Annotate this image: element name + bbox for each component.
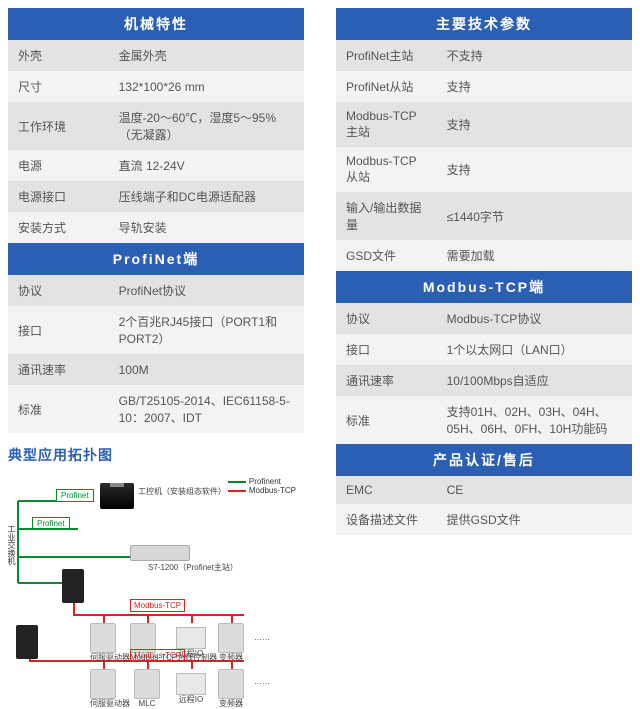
table-cell-key: 输入/输出数据量: [336, 192, 437, 240]
table-cell-value: 支持01H、02H、03H、04H、05H、06H、0FH、10H功能码: [437, 396, 632, 444]
tech-table: ProfiNet主站不支持ProfiNet从站支持Modbus-TCP主站支持M…: [336, 40, 632, 271]
modbus-badge-2: Modbus-TCP: [130, 649, 185, 662]
table-cell-key: 外壳: [8, 40, 109, 71]
table-cell-key: Modbus-TCP主站: [336, 102, 437, 147]
table-cell-value: Modbus-TCP协议: [437, 303, 632, 334]
cert-header: 产品认证/售后: [336, 444, 632, 476]
table-cell-key: 接口: [8, 306, 109, 354]
table-cell-key: 标准: [8, 385, 109, 433]
profinet-badge-1: Profinet: [56, 489, 94, 502]
table-cell-key: 工作环境: [8, 102, 109, 150]
table-cell-key: EMC: [336, 476, 437, 504]
profinet-table: 协议ProfiNet协议接口2个百兆RJ45接口（PORT1和PORT2）通讯速…: [8, 275, 304, 433]
row1-dots: ……: [254, 633, 270, 643]
table-cell-key: 协议: [336, 303, 437, 334]
table-cell-key: 设备描述文件: [336, 504, 437, 535]
table-cell-key: 安装方式: [8, 212, 109, 243]
table-cell-value: 支持: [437, 71, 632, 102]
table-cell-key: 协议: [8, 275, 109, 306]
row1-dev-2: [176, 627, 206, 649]
spec-layout: 机械特性 外壳金属外壳尺寸132*100*26 mm工作环境温度-20～60℃，…: [8, 8, 632, 693]
table-cell-key: 通讯速率: [336, 365, 437, 396]
gateway-1: [62, 569, 84, 603]
legend-modbus: Modbus-TCP: [228, 486, 296, 495]
tech-header: 主要技术参数: [336, 8, 632, 40]
table-cell-value: ≤1440字节: [437, 192, 632, 240]
row2-dev-0: [90, 669, 116, 699]
mech-table: 外壳金属外壳尺寸132*100*26 mm工作环境温度-20～60℃，湿度5～9…: [8, 40, 304, 243]
table-cell-value: GB/T25105-2014、IEC61158-5-10：2007、IDT: [109, 385, 304, 433]
table-cell-value: 10/100Mbps自适应: [437, 365, 632, 396]
table-cell-value: ProfiNet协议: [109, 275, 304, 306]
modbus-header: Modbus-TCP端: [336, 271, 632, 303]
table-cell-value: CE: [437, 476, 632, 504]
table-cell-value: 需要加载: [437, 240, 632, 271]
table-cell-value: 压线端子和DC电源适配器: [109, 181, 304, 212]
table-cell-key: 标准: [336, 396, 437, 444]
row2-dev-2: [176, 673, 206, 695]
table-cell-value: 支持: [437, 102, 632, 147]
table-cell-key: Modbus-TCP从站: [336, 147, 437, 192]
row1-dev-0: [90, 623, 116, 653]
table-cell-key: 尺寸: [8, 71, 109, 102]
ipc-label: 工控机（安装组态软件）: [138, 487, 226, 497]
row2-dev-3: [218, 669, 244, 699]
gateway-2: [16, 625, 38, 659]
row2-dev-1: [134, 669, 160, 699]
modbus-table: 协议Modbus-TCP协议接口1个以太网口（LAN口）通讯速率10/100Mb…: [336, 303, 632, 444]
profinet-header: ProfiNet端: [8, 243, 304, 275]
table-cell-value: 1个以太网口（LAN口）: [437, 334, 632, 365]
table-cell-value: 100M: [109, 354, 304, 385]
table-cell-key: ProfiNet主站: [336, 40, 437, 71]
table-cell-key: 电源接口: [8, 181, 109, 212]
table-cell-key: ProfiNet从站: [336, 71, 437, 102]
table-cell-value: 提供GSD文件: [437, 504, 632, 535]
profinet-badge-2: Profinet: [32, 517, 70, 530]
row2-dots: ……: [254, 677, 270, 687]
cert-table: EMCCE设备描述文件提供GSD文件: [336, 476, 632, 535]
modbus-badge-1: Modbus-TCP: [130, 599, 185, 612]
plc-device: [130, 545, 190, 561]
table-cell-key: 电源: [8, 150, 109, 181]
table-cell-value: 导轨安装: [109, 212, 304, 243]
table-cell-value: 不支持: [437, 40, 632, 71]
table-cell-key: GSD文件: [336, 240, 437, 271]
table-cell-key: 接口: [336, 334, 437, 365]
table-cell-value: 金属外壳: [109, 40, 304, 71]
mech-header: 机械特性: [8, 8, 304, 40]
plc-label: S7-1200（Profinet主站）: [148, 563, 238, 573]
ipc-device: [100, 483, 134, 509]
table-cell-value: 温度-20～60℃，湿度5～95%（无凝露）: [109, 102, 304, 150]
topology-title: 典型应用拓扑图: [8, 445, 304, 465]
table-cell-value: 132*100*26 mm: [109, 71, 304, 102]
switch-label: 工业交换机: [6, 525, 17, 565]
topology-diagram: Profinent Modbus-TCP 工控机（安装组态软件） Profine…: [8, 473, 298, 693]
right-column: 主要技术参数 ProfiNet主站不支持ProfiNet从站支持Modbus-T…: [336, 8, 632, 693]
table-cell-value: 直流 12-24V: [109, 150, 304, 181]
table-cell-key: 通讯速率: [8, 354, 109, 385]
table-cell-value: 2个百兆RJ45接口（PORT1和PORT2）: [109, 306, 304, 354]
legend-profinet: Profinent: [228, 477, 296, 486]
left-column: 机械特性 外壳金属外壳尺寸132*100*26 mm工作环境温度-20～60℃，…: [8, 8, 304, 693]
table-cell-value: 支持: [437, 147, 632, 192]
row1-dev-3: [218, 623, 244, 653]
